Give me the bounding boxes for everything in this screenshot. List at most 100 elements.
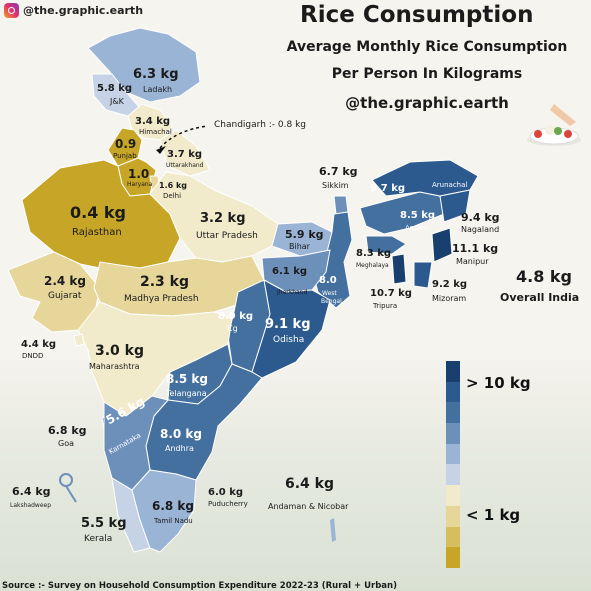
label-wb-value: 8.0 <box>319 275 337 286</box>
region-sikkim <box>333 195 349 215</box>
label-lakshadweep-name: Lakshadweep <box>10 502 52 509</box>
label-assam-value: 8.5 kg <box>400 210 436 221</box>
label-arunachal-value: 9.7 kg <box>370 183 406 194</box>
label-puducherry-name: Puducherry <box>208 500 248 508</box>
label-manipur-name: Manipur <box>456 257 489 266</box>
label-andaman-name: Andaman & Nicobar <box>268 502 349 511</box>
region-mizoram <box>413 261 433 289</box>
label-himachal-value: 3.4 kg <box>135 116 171 127</box>
label-telangana-value: 8.5 kg <box>166 372 209 386</box>
label-uttarakhand-name: Uttarakhand <box>166 162 204 169</box>
label-nagaland-value: 9.4 kg <box>461 211 500 224</box>
label-goa-value: 6.8 kg <box>48 424 87 437</box>
label-arunachal-name: Arunachal <box>432 181 468 189</box>
label-haryana-name: Haryana <box>127 181 153 188</box>
overall-india-value: 4.8 kg <box>516 267 573 286</box>
label-chhattisgarh-value: 8.9 kg <box>218 311 254 322</box>
legend-color-bar <box>446 361 460 568</box>
region-tripura <box>391 253 407 285</box>
chandigarh-arrow <box>159 125 209 149</box>
legend-cell-2 <box>446 402 460 424</box>
chandigarh-arrowhead <box>156 146 166 154</box>
background-field-photo <box>0 360 591 591</box>
instagram-handle[interactable]: @the.graphic.earth <box>4 3 143 18</box>
label-meghalaya-value: 8.3 kg <box>356 248 392 259</box>
label-gujarat-value: 2.4 kg <box>44 274 87 288</box>
label-telangana-name: Telangana <box>166 389 207 398</box>
label-mp-name: Madhya Pradesh <box>124 294 199 304</box>
instagram-icon <box>4 3 19 18</box>
rice-bowl-icon <box>527 104 581 146</box>
label-bihar-name: Bihar <box>289 242 310 251</box>
region-tamilnadu <box>131 469 197 553</box>
legend-cell-1 <box>446 381 460 403</box>
legend-cell-3 <box>446 423 460 444</box>
label-sikkim-name: Sikkim <box>322 181 349 190</box>
region-nagaland <box>439 189 471 223</box>
label-dndd-name: DNDD <box>22 352 44 360</box>
label-mp-value: 2.3 kg <box>140 274 190 290</box>
label-rajasthan-value: 0.4 kg <box>70 203 127 222</box>
lakshadweep-marker <box>59 473 77 503</box>
label-andhra-name: Andhra <box>165 444 194 453</box>
label-odisha-name: Odisha <box>273 335 305 345</box>
label-manipur-value: 11.1 kg <box>452 242 499 255</box>
legend-cell-6 <box>446 485 460 506</box>
label-mizoram-name: Mizoram <box>432 294 467 303</box>
label-assam-name: Assam <box>405 224 429 232</box>
label-tripura-name: Tripura <box>373 302 398 310</box>
region-wb <box>311 211 353 309</box>
label-punjab-value: 0.9 <box>115 137 137 151</box>
legend-low-label: < 1 kg <box>466 506 521 524</box>
label-maharashtra-name: Maharashtra <box>89 362 140 371</box>
legend-cell-9 <box>446 547 460 568</box>
legend-cell-7 <box>446 505 460 527</box>
region-manipur <box>431 227 453 263</box>
label-up-name: Uttar Pradesh <box>196 231 258 241</box>
legend-cell-4 <box>446 443 460 465</box>
label-punjab-name: Punjab <box>113 152 137 160</box>
label-maharashtra-value: 3.0 kg <box>95 343 145 359</box>
label-chandigarh: Chandigarh :- 0.8 kg <box>214 120 306 130</box>
label-odisha-value: 9.1 kg <box>265 317 311 332</box>
legend-high-label: > 10 kg <box>466 374 531 392</box>
label-puducherry-value: 6.0 kg <box>208 487 244 498</box>
label-uttarakhand-value: 3.7 kg <box>167 149 203 160</box>
label-jk-name: J&K <box>110 97 124 106</box>
subtitle-handle: @the.graphic.earth <box>345 94 509 112</box>
label-ladakh-name: Ladakh <box>143 85 173 94</box>
region-dndd <box>73 333 85 347</box>
label-sikkim-value: 6.7 kg <box>319 165 358 178</box>
region-uttarakhand <box>159 129 211 177</box>
label-tripura-value: 10.7 kg <box>370 288 412 299</box>
legend-cell-8 <box>446 526 460 548</box>
label-andhra-value: 8.0 kg <box>160 427 203 441</box>
label-jk-value: 5.8 kg <box>97 83 133 94</box>
label-jharkhand-name: Jharkhand <box>277 289 308 296</box>
label-bihar-value: 5.9 kg <box>285 228 324 241</box>
label-lakshadweep-value: 6.4 kg <box>12 485 51 498</box>
label-goa-name: Goa <box>58 439 74 448</box>
label-jharkhand-value: 6.1 kg <box>272 266 308 277</box>
label-dndd-value: 4.4 kg <box>21 339 57 350</box>
source-note: Source :- Survey on Household Consumptio… <box>2 581 397 591</box>
region-karnataka <box>103 395 169 491</box>
label-delhi-value: 1.6 kg <box>159 181 188 190</box>
label-wb-name-2: Bengal <box>321 298 342 305</box>
page-title: Rice Consumption <box>300 2 534 28</box>
label-gujarat-name: Gujarat <box>48 291 82 301</box>
overall-india-name: Overall India <box>500 291 580 304</box>
label-mizoram-value: 9.2 kg <box>432 279 468 290</box>
label-wb-name-1: West <box>322 290 337 297</box>
handle-text: @the.graphic.earth <box>23 4 144 17</box>
label-tamilnadu-name: Tamil Nadu <box>154 517 193 525</box>
label-up-value: 3.2 kg <box>200 211 246 226</box>
label-ladakh-value: 6.3 kg <box>133 67 179 82</box>
label-kerala-value: 5.5 kg <box>81 516 127 531</box>
label-chhattisgarh-name: Cg <box>227 324 238 333</box>
region-meghalaya <box>365 235 407 255</box>
label-himachal-name: Himachal <box>139 128 172 136</box>
subtitle-line-2: Per Person In Kilograms <box>331 66 523 82</box>
